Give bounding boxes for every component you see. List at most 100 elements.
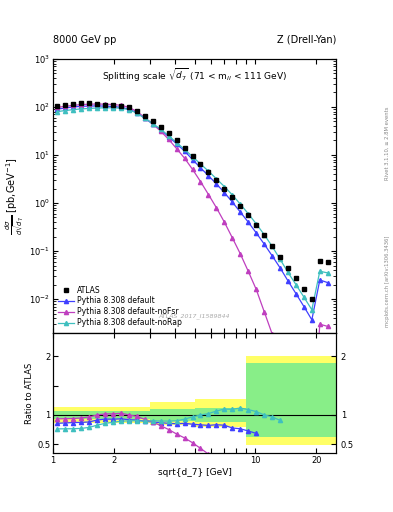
Pythia 8.308 default-noRap xyxy=(286,269,290,275)
Pythia 8.308 default xyxy=(55,106,60,112)
ATLAS xyxy=(254,222,259,228)
Pythia 8.308 default xyxy=(270,252,274,259)
Pythia 8.308 default-noRap xyxy=(246,210,251,217)
ATLAS xyxy=(135,108,140,114)
Pythia 8.308 default xyxy=(246,219,251,225)
Pythia 8.308 default-noFsr xyxy=(87,101,92,107)
Pythia 8.308 default xyxy=(166,134,171,140)
Line: Pythia 8.308 default-noFsr: Pythia 8.308 default-noFsr xyxy=(55,102,330,450)
Pythia 8.308 default-noFsr xyxy=(238,251,242,257)
Pythia 8.308 default-noFsr xyxy=(190,166,195,173)
ATLAS xyxy=(158,124,163,130)
Line: Pythia 8.308 default-noRap: Pythia 8.308 default-noRap xyxy=(55,105,330,312)
Text: 8000 GeV pp: 8000 GeV pp xyxy=(53,35,116,45)
X-axis label: sqrt{d_7} [GeV]: sqrt{d_7} [GeV] xyxy=(158,467,231,477)
ATLAS xyxy=(71,101,76,107)
Pythia 8.308 default-noRap xyxy=(55,109,60,115)
ATLAS xyxy=(174,137,179,143)
ATLAS xyxy=(318,258,322,264)
Pythia 8.308 default xyxy=(158,127,163,133)
ATLAS xyxy=(87,100,92,106)
Pythia 8.308 default xyxy=(127,106,131,112)
Pythia 8.308 default-noRap xyxy=(71,106,76,113)
Pythia 8.308 default-noRap xyxy=(309,307,314,313)
Pythia 8.308 default-noFsr xyxy=(222,219,227,225)
Pythia 8.308 default-noFsr xyxy=(301,421,306,427)
Pythia 8.308 default-noRap xyxy=(230,192,235,198)
Pythia 8.308 default xyxy=(254,230,259,236)
Pythia 8.308 default-noFsr xyxy=(214,205,219,211)
Pythia 8.308 default xyxy=(318,277,322,283)
Pythia 8.308 default xyxy=(214,181,219,187)
Pythia 8.308 default xyxy=(182,148,187,154)
Pythia 8.308 default-noFsr xyxy=(103,101,108,107)
ATLAS xyxy=(103,101,108,108)
Pythia 8.308 default-noRap xyxy=(166,133,171,139)
Pythia 8.308 default-noFsr xyxy=(309,444,314,451)
Pythia 8.308 default-noRap xyxy=(119,105,123,111)
Pythia 8.308 default-noRap xyxy=(198,161,203,167)
Legend: ATLAS, Pythia 8.308 default, Pythia 8.308 default-noFsr, Pythia 8.308 default-no: ATLAS, Pythia 8.308 default, Pythia 8.30… xyxy=(57,284,183,329)
Line: ATLAS: ATLAS xyxy=(55,101,330,302)
Text: Rivet 3.1.10, ≥ 2.8M events: Rivet 3.1.10, ≥ 2.8M events xyxy=(385,106,389,180)
Pythia 8.308 default-noFsr xyxy=(119,102,123,109)
Pythia 8.308 default-noRap xyxy=(158,126,163,133)
Pythia 8.308 default xyxy=(230,199,235,205)
Pythia 8.308 default xyxy=(309,317,314,323)
Pythia 8.308 default-noRap xyxy=(190,154,195,160)
ATLAS xyxy=(277,254,282,260)
Pythia 8.308 default xyxy=(206,173,211,179)
Pythia 8.308 default xyxy=(119,104,123,111)
ATLAS xyxy=(246,212,251,219)
ATLAS xyxy=(151,118,155,124)
ATLAS xyxy=(286,265,290,271)
Pythia 8.308 default-noFsr xyxy=(142,115,147,121)
Pythia 8.308 default-noRap xyxy=(262,231,266,238)
Pythia 8.308 default-noRap xyxy=(103,104,108,111)
ATLAS xyxy=(262,231,266,238)
Pythia 8.308 default-noFsr xyxy=(246,268,251,274)
Pythia 8.308 default-noRap xyxy=(214,176,219,182)
ATLAS xyxy=(182,145,187,151)
Pythia 8.308 default-noRap xyxy=(294,282,298,288)
ATLAS xyxy=(206,168,211,175)
ATLAS xyxy=(309,296,314,302)
Pythia 8.308 default xyxy=(190,157,195,163)
Pythia 8.308 default-noRap xyxy=(222,183,227,189)
ATLAS xyxy=(294,274,298,281)
Pythia 8.308 default-noFsr xyxy=(63,103,68,110)
Pythia 8.308 default-noFsr xyxy=(151,121,155,127)
Pythia 8.308 default-noFsr xyxy=(262,309,266,315)
Pythia 8.308 default-noFsr xyxy=(166,136,171,142)
Pythia 8.308 default-noRap xyxy=(174,140,179,146)
Pythia 8.308 default-noRap xyxy=(142,115,147,121)
Pythia 8.308 default xyxy=(174,141,179,147)
Pythia 8.308 default xyxy=(222,189,227,196)
Pythia 8.308 default-noFsr xyxy=(127,104,131,111)
Pythia 8.308 default xyxy=(294,290,298,296)
Pythia 8.308 default-noRap xyxy=(254,221,259,227)
Pythia 8.308 default-noRap xyxy=(151,120,155,126)
Pythia 8.308 default xyxy=(238,209,242,215)
Pythia 8.308 default xyxy=(325,280,330,286)
Pythia 8.308 default-noRap xyxy=(270,243,274,249)
Pythia 8.308 default xyxy=(142,115,147,121)
Pythia 8.308 default xyxy=(301,304,306,310)
Pythia 8.308 default-noFsr xyxy=(111,101,116,108)
Pythia 8.308 default-noRap xyxy=(277,256,282,262)
ATLAS xyxy=(166,131,171,137)
Pythia 8.308 default-noRap xyxy=(206,168,211,174)
Pythia 8.308 default xyxy=(198,165,203,171)
ATLAS xyxy=(198,161,203,167)
ATLAS xyxy=(79,100,84,106)
Pythia 8.308 default-noRap xyxy=(325,270,330,276)
ATLAS xyxy=(119,103,123,109)
Pythia 8.308 default-noRap xyxy=(301,294,306,300)
Text: Z (Drell-Yan): Z (Drell-Yan) xyxy=(277,35,336,45)
Pythia 8.308 default-noFsr xyxy=(286,376,290,382)
Pythia 8.308 default-noFsr xyxy=(174,145,179,152)
ATLAS xyxy=(222,185,227,191)
ATLAS xyxy=(95,101,99,107)
Pythia 8.308 default-noFsr xyxy=(55,104,60,111)
ATLAS xyxy=(127,104,131,111)
